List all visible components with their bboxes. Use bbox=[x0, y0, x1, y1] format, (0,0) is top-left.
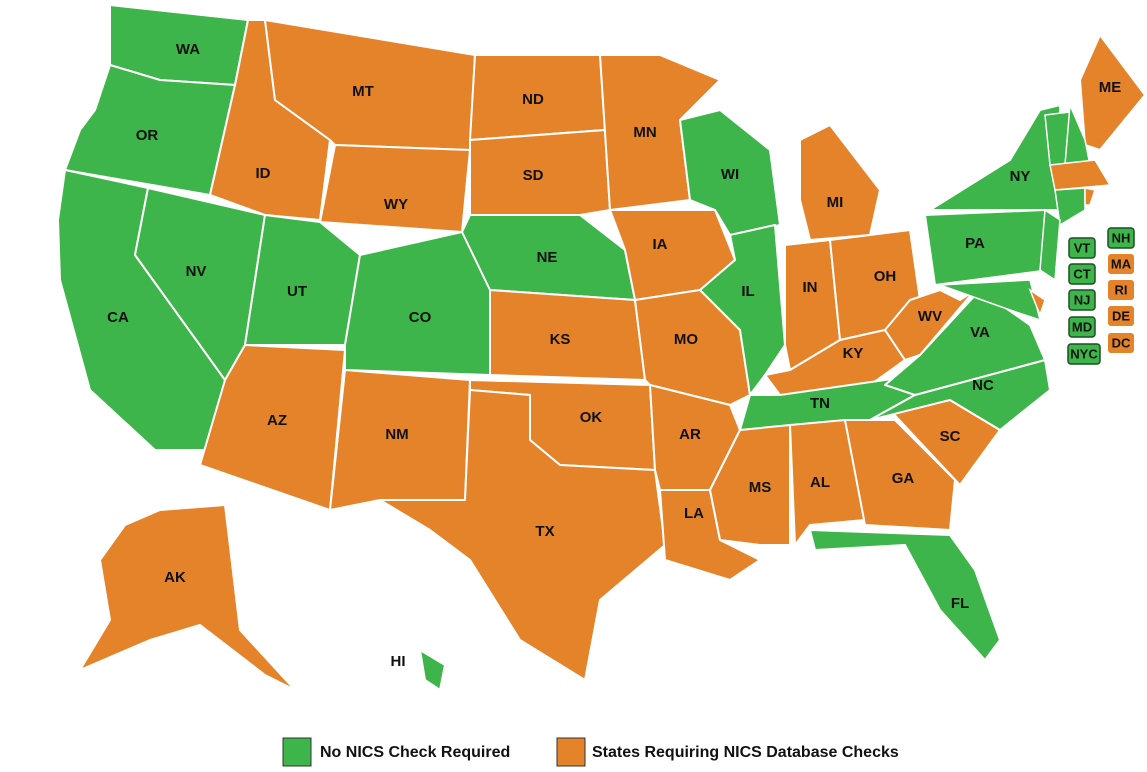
badge bbox=[1068, 316, 1096, 338]
state-shape bbox=[809, 529, 1001, 661]
badge bbox=[1108, 333, 1134, 353]
legend-swatch bbox=[556, 737, 586, 767]
state-label: ND bbox=[522, 91, 544, 108]
badge bbox=[1108, 306, 1134, 326]
state-shape bbox=[199, 344, 346, 511]
state-label: IA bbox=[653, 236, 668, 253]
state-label: IN bbox=[803, 279, 818, 296]
state-shape bbox=[79, 504, 296, 691]
state-shape bbox=[939, 279, 1042, 322]
state-label: GA bbox=[892, 470, 915, 487]
state-label: MO bbox=[674, 331, 698, 348]
state-label: FL bbox=[951, 595, 969, 612]
badge-label: RI bbox=[1115, 282, 1128, 297]
legend-swatch bbox=[282, 737, 312, 767]
states bbox=[57, 4, 1146, 691]
legend-label: No NICS Check Required bbox=[320, 744, 510, 761]
state-label: CA bbox=[107, 309, 129, 326]
state-label: HI bbox=[391, 653, 406, 670]
state-label: WV bbox=[918, 308, 942, 325]
state-label: NE bbox=[537, 249, 558, 266]
badge bbox=[1068, 289, 1096, 311]
badge bbox=[1068, 263, 1096, 285]
state-label: ID bbox=[256, 165, 271, 182]
state-label: NC bbox=[972, 377, 994, 394]
state-label: WA bbox=[176, 41, 200, 58]
state-label: MT bbox=[352, 83, 374, 100]
state-label: LA bbox=[684, 505, 704, 522]
state-label: NV bbox=[186, 263, 207, 280]
state-label: OK bbox=[580, 409, 603, 426]
state-label: OH bbox=[874, 268, 897, 285]
state-label: TN bbox=[810, 395, 830, 412]
badge bbox=[1067, 343, 1101, 365]
badge-label: MA bbox=[1111, 256, 1132, 271]
state-label: MS bbox=[749, 479, 772, 496]
state-shape bbox=[1039, 208, 1061, 282]
state-label: VA bbox=[970, 324, 990, 341]
state-label: MI bbox=[827, 194, 844, 211]
state-label: KS bbox=[550, 331, 571, 348]
state-label: IL bbox=[741, 283, 754, 300]
state-shape bbox=[1049, 159, 1112, 191]
state-label: SD bbox=[523, 167, 544, 184]
badge-label: NJ bbox=[1074, 292, 1091, 307]
badge-label: DE bbox=[1112, 308, 1130, 323]
state-label: WI bbox=[721, 166, 739, 183]
state-shape bbox=[319, 144, 471, 233]
state-label: OR bbox=[136, 127, 159, 144]
state-label: NY bbox=[1010, 168, 1031, 185]
badge-label: NYC bbox=[1070, 346, 1098, 361]
state-shape bbox=[344, 231, 491, 376]
state-label: AR bbox=[679, 426, 701, 443]
badge-label: NH bbox=[1112, 230, 1131, 245]
legend-label: States Requiring NICS Database Checks bbox=[592, 744, 899, 761]
state-shape bbox=[64, 64, 236, 196]
badge-label: DC bbox=[1112, 335, 1131, 350]
state-shape bbox=[1028, 288, 1046, 318]
state-label: UT bbox=[287, 283, 307, 300]
state-shape bbox=[884, 289, 976, 361]
state-label: MN bbox=[633, 124, 656, 141]
badge-label: VT bbox=[1074, 240, 1091, 255]
state-label: NM bbox=[385, 426, 408, 443]
state-label: ME bbox=[1099, 79, 1122, 96]
badge bbox=[1107, 227, 1135, 249]
state-label: CO bbox=[409, 309, 432, 326]
legend: No NICS Check Required States Requiring N… bbox=[282, 737, 899, 767]
small-state-badges: VT NH CT MA NJ RI MD DE NYC DC bbox=[1067, 227, 1135, 365]
state-labels: WA OR CA NV ID MT WY UT CO AZ NM ND SD NE KS OK TX MN IA MO… bbox=[107, 41, 1121, 670]
badge bbox=[1108, 280, 1134, 300]
badge-label: MD bbox=[1072, 319, 1092, 334]
state-label: PA bbox=[965, 235, 985, 252]
state-shape bbox=[764, 329, 906, 396]
state-shape bbox=[1084, 187, 1096, 206]
badge bbox=[1068, 237, 1096, 259]
badge-label: CT bbox=[1073, 266, 1090, 281]
state-shape bbox=[844, 419, 956, 531]
state-label: WY bbox=[384, 196, 408, 213]
state-label: AZ bbox=[267, 412, 287, 429]
state-label: TX bbox=[535, 523, 554, 540]
state-label: AK bbox=[164, 569, 186, 586]
state-shape bbox=[419, 649, 446, 691]
state-label: AL bbox=[810, 474, 830, 491]
badge bbox=[1108, 254, 1134, 274]
state-label: KY bbox=[843, 345, 864, 362]
state-shape bbox=[789, 419, 866, 546]
state-shape bbox=[469, 129, 611, 216]
state-label: SC bbox=[940, 428, 961, 445]
state-shape bbox=[379, 389, 666, 681]
